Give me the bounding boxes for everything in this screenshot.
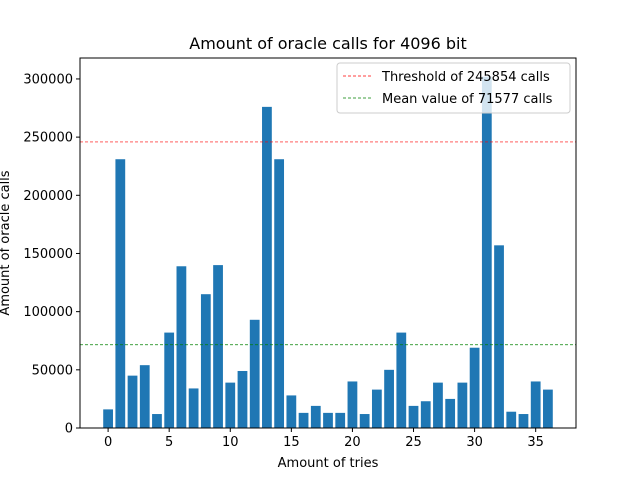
bar-17 <box>310 405 321 428</box>
bar-31 <box>481 76 492 428</box>
bar-29 <box>457 382 468 428</box>
bar-23 <box>384 369 394 428</box>
x-tick-label-15: 15 <box>283 435 300 450</box>
bar-20 <box>347 381 358 428</box>
x-tick-label-5: 5 <box>165 435 173 450</box>
bar-11 <box>237 370 248 428</box>
x-tick-label-10: 10 <box>222 435 239 450</box>
bar-9 <box>213 265 223 428</box>
bar-24 <box>396 332 407 428</box>
bar-7 <box>188 388 199 428</box>
bar-3 <box>139 365 150 428</box>
bar-35 <box>530 381 541 428</box>
bar-19 <box>335 412 346 428</box>
chart-title: Amount of oracle calls for 4096 bit <box>189 34 467 53</box>
bar-6 <box>176 266 187 428</box>
x-tick-label-0: 0 <box>104 435 112 450</box>
bar-10 <box>225 382 236 428</box>
reference-lines <box>80 141 576 346</box>
bar-21 <box>359 414 370 428</box>
bar-28 <box>445 398 456 428</box>
bar-4 <box>152 414 162 428</box>
bar-12 <box>249 319 260 428</box>
bar-13 <box>262 106 272 429</box>
x-tick-label-20: 20 <box>344 435 361 450</box>
x-axis-ticks: 0 5 10 15 20 25 30 35 <box>104 428 544 450</box>
y-tick-label-200000: 200000 <box>23 189 73 204</box>
bar-18 <box>323 412 333 428</box>
y-tick-label-50000: 50000 <box>32 363 73 378</box>
bar-0 <box>103 409 113 428</box>
x-tick-label-35: 35 <box>527 435 544 450</box>
legend-threshold-label: Threshold of 245854 calls <box>381 70 550 85</box>
plot-frame <box>79 57 577 429</box>
y-tick-label-100000: 100000 <box>23 305 73 320</box>
bar-36 <box>543 389 553 428</box>
y-tick-label-150000: 150000 <box>23 247 73 262</box>
bar-8 <box>200 294 211 428</box>
bar-25 <box>408 405 419 428</box>
bar-33 <box>506 411 517 428</box>
bar-32 <box>494 245 504 428</box>
bar-14 <box>274 159 285 428</box>
bar-22 <box>371 389 382 428</box>
x-tick-label-30: 30 <box>466 435 483 450</box>
y-tick-label-250000: 250000 <box>23 131 73 146</box>
legend-mean-label: Mean value of 71577 calls <box>382 92 553 107</box>
bar-26 <box>420 401 431 428</box>
y-tick-label-300000: 300000 <box>23 72 73 87</box>
bar-5 <box>164 332 175 428</box>
bar-30 <box>469 347 480 428</box>
legend: Threshold of 245854 calls Mean value of … <box>336 62 571 114</box>
bar-2 <box>127 375 138 428</box>
x-axis-label: Amount of tries <box>278 456 379 471</box>
y-axis-ticks: 0 50000 100000 150000 200000 250000 300000 <box>23 72 80 437</box>
bar-34 <box>518 414 529 428</box>
bar-1 <box>115 159 126 428</box>
bar-16 <box>298 412 309 428</box>
y-tick-label-0: 0 <box>65 422 73 437</box>
bar-series <box>103 76 553 429</box>
bar-27 <box>433 382 443 428</box>
y-axis-label: Amount of oracle calls <box>0 170 13 315</box>
x-tick-label-25: 25 <box>405 435 422 450</box>
legend-box <box>336 62 571 114</box>
bar-15 <box>286 395 297 428</box>
